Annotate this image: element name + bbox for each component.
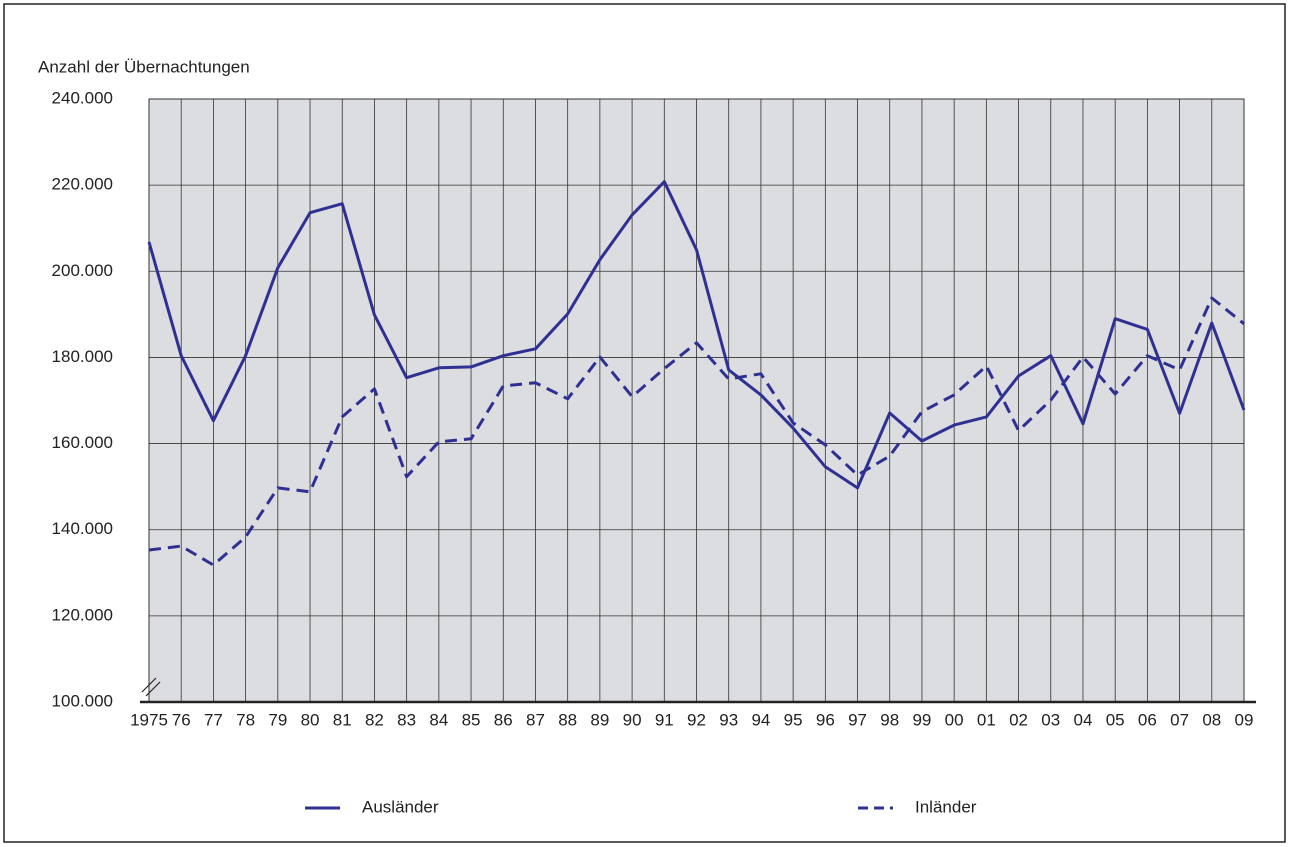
x-tick-label: 78 xyxy=(236,710,255,729)
y-tick-label: 120.000 xyxy=(52,605,113,624)
x-tick-label: 96 xyxy=(816,710,835,729)
x-tick-label: 09 xyxy=(1235,710,1254,729)
grid xyxy=(148,98,1245,703)
x-tick-label: 76 xyxy=(172,710,191,729)
x-tick-label: 81 xyxy=(333,710,352,729)
x-tick-label: 90 xyxy=(623,710,642,729)
y-tick-label: 200.000 xyxy=(52,261,113,280)
legend-label: Inländer xyxy=(915,797,977,816)
x-tick-label: 00 xyxy=(945,710,964,729)
y-tick-label: 160.000 xyxy=(52,433,113,452)
y-tick-label: 140.000 xyxy=(52,519,113,538)
x-tick-label: 94 xyxy=(751,710,770,729)
x-tick-label: 06 xyxy=(1138,710,1157,729)
axis-break xyxy=(141,677,161,697)
x-tick-label: 87 xyxy=(526,710,545,729)
x-tick-label: 01 xyxy=(977,710,996,729)
series-line xyxy=(148,296,1245,567)
y-tick-label: 240.000 xyxy=(52,88,113,107)
y-tick-label: 100.000 xyxy=(52,691,113,710)
x-tick-label: 84 xyxy=(429,710,448,729)
x-tick-label: 79 xyxy=(268,710,287,729)
x-tick-label: 98 xyxy=(880,710,899,729)
x-tick-label: 95 xyxy=(784,710,803,729)
y-tick-label: 180.000 xyxy=(52,347,113,366)
x-tick-label: 02 xyxy=(1009,710,1028,729)
frame xyxy=(3,3,1286,843)
x-tick-label: 04 xyxy=(1074,710,1093,729)
x-tick-label: 92 xyxy=(687,710,706,729)
series-line xyxy=(147,180,1246,490)
y-tick-label: 220.000 xyxy=(52,175,113,194)
x-tick-label: 07 xyxy=(1170,710,1189,729)
x-tick-label: 97 xyxy=(848,710,867,729)
x-tick-label: 83 xyxy=(397,710,416,729)
lines xyxy=(147,180,1246,567)
x-tick-label: 05 xyxy=(1106,710,1125,729)
legend: Ausländer Inländer xyxy=(305,797,977,816)
x-tick-label: 88 xyxy=(558,710,577,729)
x-tick-label: 89 xyxy=(590,710,609,729)
x-tick-label: 1975 xyxy=(130,710,168,729)
x-tick-label: 86 xyxy=(494,710,513,729)
x-tick-label: 91 xyxy=(655,710,674,729)
x-tick-label: 99 xyxy=(912,710,931,729)
legend-label: Ausländer xyxy=(362,797,439,816)
x-tick-label: 80 xyxy=(301,710,320,729)
y-axis-label: Anzahl der Übernachtungen xyxy=(38,57,250,76)
x-tick-label: 93 xyxy=(719,710,738,729)
x-tick-label: 03 xyxy=(1041,710,1060,729)
x-tick-label: 85 xyxy=(462,710,481,729)
x-tick-label: 77 xyxy=(204,710,223,729)
x-tick-label: 08 xyxy=(1202,710,1221,729)
x-tick-label: 82 xyxy=(365,710,384,729)
